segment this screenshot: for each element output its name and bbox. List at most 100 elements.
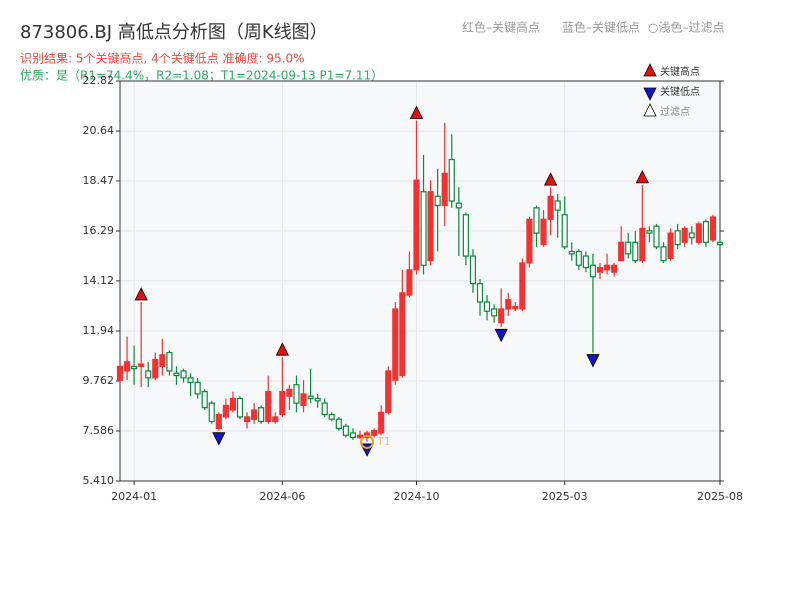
candle-body <box>371 430 378 436</box>
candle-body <box>251 409 258 420</box>
candle-body <box>688 232 695 239</box>
y-tick-label: 16.29 <box>83 224 115 237</box>
candle-body <box>420 191 427 266</box>
x-tick-label: 2024-06 <box>259 490 305 503</box>
candle-body <box>568 250 575 255</box>
y-tick-label: 14.12 <box>83 274 115 287</box>
key-high-marker <box>635 169 650 184</box>
candle-body <box>194 381 201 395</box>
plot-frame <box>119 80 721 482</box>
candle-body <box>483 301 491 312</box>
candle-body <box>321 402 328 416</box>
candle-body <box>448 158 455 202</box>
candle-body <box>709 216 717 241</box>
legend-label: 关键高点 <box>660 65 700 78</box>
candle-body <box>286 388 293 397</box>
candle-body <box>138 363 145 367</box>
legend-marker <box>643 63 657 77</box>
candle-body <box>392 308 399 381</box>
chart-title: 873806.BJ 高低点分析图（周K线图） <box>20 22 328 43</box>
key-high-marker <box>134 287 148 301</box>
y-tick-label: 11.94 <box>83 324 115 337</box>
candle-body <box>434 195 441 207</box>
candle-body <box>674 230 681 246</box>
candle-body <box>208 402 215 423</box>
candle-body <box>145 370 152 379</box>
y-tick-label: 18.47 <box>83 174 115 187</box>
top-legend: ○浅色–过滤点 <box>648 21 724 35</box>
candle-body <box>116 365 124 381</box>
x-tick-label: 2025-08 <box>697 490 743 503</box>
candle-body <box>625 241 632 255</box>
candle-body <box>519 262 526 310</box>
candle-body <box>618 241 625 262</box>
candle-body <box>462 214 469 257</box>
legend-label: 关键低点 <box>660 85 700 98</box>
y-tick-label: 9.762 <box>83 374 115 387</box>
candle-body <box>547 195 554 220</box>
candle-body <box>215 414 222 429</box>
candle-body <box>152 358 159 379</box>
candle-body <box>201 391 208 409</box>
candle-body <box>667 232 674 259</box>
candle-body <box>159 354 166 367</box>
candle-body <box>328 414 335 420</box>
candle-body <box>491 308 498 317</box>
candle-body <box>265 391 272 423</box>
candle-body <box>561 214 568 248</box>
candle-body <box>441 172 448 207</box>
legend-marker <box>643 103 657 117</box>
legend-marker <box>643 87 657 101</box>
candle-body <box>611 264 618 273</box>
y-tick-label: 22.82 <box>83 74 115 87</box>
candle-body <box>399 292 406 377</box>
candle-body <box>293 384 300 404</box>
candle-body <box>427 191 434 262</box>
candle-body <box>639 227 646 262</box>
candle-body <box>378 411 385 434</box>
key-low-marker <box>586 354 600 368</box>
candle-body <box>695 223 702 243</box>
y-tick-label: 7.586 <box>83 424 115 437</box>
candle-body <box>476 283 484 303</box>
quality-text: 优质：是（R1=74.4%，R2=1.08；T1=2024-09-13 P1=7… <box>20 69 383 83</box>
candle-body <box>512 306 519 310</box>
candle-body <box>505 299 512 310</box>
candle-body <box>335 418 342 429</box>
candle-body <box>660 246 667 262</box>
candle-body <box>526 218 533 264</box>
candle-body <box>603 264 611 271</box>
candle-body <box>540 218 547 246</box>
candle-body <box>307 395 314 400</box>
y-tick-label: 5.410 <box>83 474 115 487</box>
candle-body <box>653 225 660 248</box>
candle-body <box>342 425 349 436</box>
candle-body <box>123 361 131 372</box>
t1-marker <box>360 434 375 449</box>
candle-body <box>166 351 173 372</box>
candle-body <box>596 266 604 273</box>
candle-body <box>681 227 688 243</box>
candle-body <box>589 264 597 278</box>
candle-body <box>554 200 561 211</box>
candle-body <box>258 407 265 423</box>
candle-body <box>702 221 709 243</box>
candle-body <box>131 365 138 370</box>
candle-body <box>187 377 194 384</box>
x-tick-label: 2024-10 <box>393 490 439 503</box>
candle-body <box>349 432 357 439</box>
candle-body <box>279 391 286 416</box>
candle-body <box>533 207 540 234</box>
candle-body <box>632 241 639 262</box>
t1-label: T1 <box>376 435 391 448</box>
candle-body <box>314 397 321 402</box>
candle-body <box>716 241 724 246</box>
candle-body <box>236 397 244 418</box>
key-low-marker <box>212 432 226 446</box>
candle-body <box>498 308 505 324</box>
key-high-marker <box>275 342 290 356</box>
candle-body <box>300 393 307 407</box>
candle-body <box>222 404 229 418</box>
y-tick-label: 20.64 <box>83 124 115 137</box>
top-legend: 红色–关键高点 <box>462 20 540 35</box>
